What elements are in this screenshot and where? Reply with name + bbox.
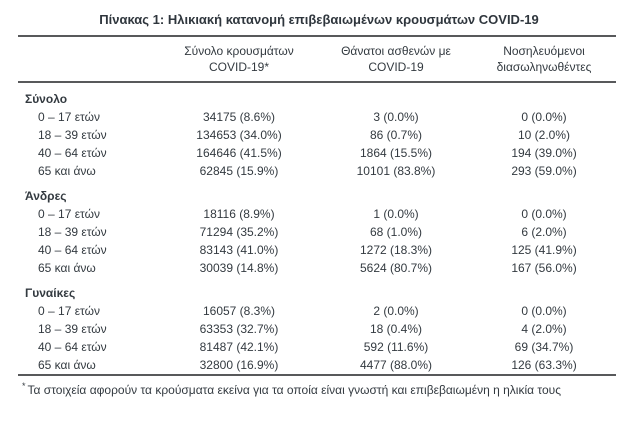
intubated-cell: 10 (2.0%)	[517, 128, 571, 142]
group-label: Σύνολο	[25, 92, 68, 106]
cases-cell: 63353 (32.7%)	[199, 322, 279, 336]
intubated-cell: 125 (41.9%)	[511, 243, 577, 257]
intubated-cell: 0 (0.0%)	[521, 110, 567, 124]
intubated-cell: 194 (39.0%)	[511, 146, 577, 160]
age-label: 65 και άνω	[38, 164, 96, 178]
deaths-cell: 68 (1.0%)	[369, 225, 423, 239]
column-header-deaths-line2: COVID-19	[368, 60, 424, 74]
intubated-cell: 4 (2.0%)	[521, 322, 567, 336]
intubated-cell: 0 (0.0%)	[521, 304, 567, 318]
age-label: 65 και άνω	[38, 261, 96, 275]
column-header-deaths-line1: Θάνατοι ασθενών με	[341, 44, 451, 58]
table-row: 18 – 39 ετών 71294 (35.2%) 68 (1.0%) 6 (2.0…	[18, 223, 616, 241]
deaths-cell: 5624 (80.7%)	[359, 261, 433, 275]
intubated-cell: 293 (59.0%)	[511, 164, 577, 178]
table-row: 40 – 64 ετών 83143 (41.0%) 1272 (18.3%) 125…	[18, 241, 616, 259]
deaths-cell: 1 (0.0%)	[373, 207, 419, 221]
cases-cell: 164646 (41.5%)	[196, 146, 282, 160]
age-label: 18 – 39 ετών	[38, 128, 107, 142]
table-header: Σύνολο κρουσμάτων COVID-19* Θάνατοι ασθε…	[18, 36, 616, 83]
cases-cell: 71294 (35.2%)	[199, 225, 279, 239]
deaths-cell: 3 (0.0%)	[373, 110, 419, 124]
table-row: 65 και άνω 62845 (15.9%) 10101 (83.8%) 293 …	[18, 162, 616, 180]
column-header-intubated-line2: διασωληνωθέντες	[496, 60, 592, 74]
intubated-cell: 126 (63.3%)	[511, 358, 577, 372]
cases-cell: 34175 (8.6%)	[202, 110, 276, 124]
column-header-cases: Σύνολο κρουσμάτων COVID-19*	[158, 36, 320, 83]
header-row: Σύνολο κρουσμάτων COVID-19* Θάνατοι ασθε…	[18, 36, 616, 83]
age-label: 40 – 64 ετών	[38, 340, 107, 354]
footnote-text: Τα στοιχεία αφορούν τα κρούσματα εκείνα …	[27, 383, 561, 397]
table-body: Σύνολο 0 – 17 ετών 34175 (8.6%) 3 (0.0%) 0 (…	[18, 82, 616, 375]
table-row: 0 – 17 ετών 34175 (8.6%) 3 (0.0%) 0 (0.0%)	[18, 108, 616, 126]
age-label: 40 – 64 ετών	[38, 243, 107, 257]
deaths-cell: 1272 (18.3%)	[359, 243, 433, 257]
column-header-intubated-line1: Νοσηλευόμενοι	[503, 44, 585, 58]
deaths-cell: 4477 (88.0%)	[359, 358, 433, 372]
cases-cell: 81487 (42.1%)	[199, 340, 279, 354]
table-title: Πίνακας 1: Ηλικιακή κατανομή επιβεβαιωμέ…	[99, 12, 539, 27]
age-label: 18 – 39 ετών	[38, 225, 107, 239]
cases-cell: 62845 (15.9%)	[199, 164, 279, 178]
column-header-intubated: Νοσηλευόμενοι διασωληνωθέντες	[472, 36, 616, 83]
intubated-cell: 167 (56.0%)	[511, 261, 577, 275]
table-row: 18 – 39 ετών 63353 (32.7%) 18 (0.4%) 4 (2.0…	[18, 320, 616, 338]
deaths-cell: 2 (0.0%)	[373, 304, 419, 318]
group-header-row: Σύνολο	[18, 82, 616, 108]
row-label-column-header	[18, 36, 158, 83]
age-label: 0 – 17 ετών	[38, 207, 100, 221]
table-row: 65 και άνω 32800 (16.9%) 4477 (88.0%) 126 (…	[18, 356, 616, 375]
deaths-cell: 86 (0.7%)	[369, 128, 423, 142]
table-row: 40 – 64 ετών 164646 (41.5%) 1864 (15.5%) 19…	[18, 144, 616, 162]
cases-cell: 32800 (16.9%)	[199, 358, 279, 372]
deaths-cell: 10101 (83.8%)	[356, 164, 436, 178]
table-row: 18 – 39 ετών 134653 (34.0%) 86 (0.7%) 10 (2…	[18, 126, 616, 144]
group-label: Γυναίκες	[25, 286, 76, 300]
age-label: 18 – 39 ετών	[38, 322, 107, 336]
table-row: 40 – 64 ετών 81487 (42.1%) 592 (11.6%) 69 (…	[18, 338, 616, 356]
cases-cell: 16057 (8.3%)	[202, 304, 276, 318]
age-label: 65 και άνω	[38, 358, 96, 372]
deaths-cell: 18 (0.4%)	[369, 322, 423, 336]
intubated-cell: 0 (0.0%)	[521, 207, 567, 221]
deaths-cell: 592 (11.6%)	[363, 340, 429, 354]
column-header-cases-line1: Σύνολο κρουσμάτων	[184, 44, 294, 58]
intubated-cell: 69 (34.7%)	[514, 340, 574, 354]
group-label: Άνδρες	[25, 189, 67, 203]
cases-cell: 30039 (14.8%)	[199, 261, 279, 275]
footnote-marker: *	[22, 381, 26, 391]
age-label: 0 – 17 ετών	[38, 304, 100, 318]
age-label: 0 – 17 ετών	[38, 110, 100, 124]
cases-cell: 18116 (8.9%)	[203, 207, 275, 221]
intubated-cell: 6 (2.0%)	[521, 225, 567, 239]
table-row: 0 – 17 ετών 18116 (8.9%) 1 (0.0%) 0 (0.0%)	[18, 205, 616, 223]
cases-cell: 134653 (34.0%)	[196, 128, 282, 142]
cases-cell: 83143 (41.0%)	[199, 243, 279, 257]
age-label: 40 – 64 ετών	[38, 146, 107, 160]
covid-age-table: Σύνολο κρουσμάτων COVID-19* Θάνατοι ασθε…	[18, 35, 616, 376]
deaths-cell: 1864 (15.5%)	[359, 146, 433, 160]
group-header-row: Γυναίκες	[18, 277, 616, 302]
group-header-row: Άνδρες	[18, 180, 616, 205]
table-footnote: * Τα στοιχεία αφορούν τα κρούσματα εκείνα…	[22, 381, 638, 397]
column-header-deaths: Θάνατοι ασθενών με COVID-19	[320, 36, 472, 83]
table-row: 0 – 17 ετών 16057 (8.3%) 2 (0.0%) 0 (0.0%)	[18, 302, 616, 320]
column-header-cases-line2: COVID-19*	[208, 60, 270, 74]
table-row: 65 και άνω 30039 (14.8%) 5624 (80.7%) 167 (…	[18, 259, 616, 277]
